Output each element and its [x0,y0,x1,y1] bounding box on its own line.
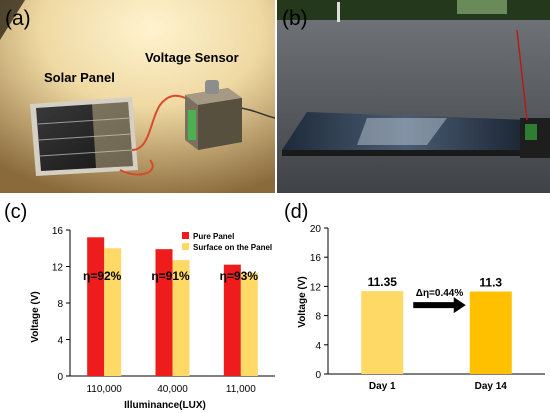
chart-d-data-label: 11.35 [368,275,398,289]
panel-label-a: (a) [5,7,31,30]
outdoor-solar-panel-photo [282,112,550,158]
chart-c-bar [87,237,105,376]
caption-solar-panel: Solar Panel [44,70,115,85]
chart-d-arrow-head [453,297,466,314]
chart-c-xlabel: Illuminance(LUX) [124,400,206,411]
chart-d-delta-annotation: Δη=0.44% [416,288,464,299]
chart-d-plot-area: 0 4 8 12 16 20 11.35 Day 1 11.3 Day 14 Δη=0.44% [310,224,545,392]
voltage-sensor-photo [185,80,242,150]
chart-c-legend-swatch [182,232,189,239]
chart-c-legend-label: Surface on the Panel [193,243,272,252]
panel-label-b: (b) [282,7,308,30]
chart-c-xtick-label: 110,000 [86,384,122,395]
chart-c-ytick-label: 4 [57,336,63,347]
photo-panel-b: (b) [277,0,550,193]
chart-c-legend-swatch [182,243,189,250]
chart-c-ylabel: Voltage (V) [30,291,41,342]
chart-c-bar [155,249,173,376]
chart-d-ytick-label: 12 [310,282,322,293]
chart-c-ytick-label: 0 [57,372,63,383]
chart-c: (c) 0 4 8 12 16 110,000 η=92% 40,000 η=91% 11,000… [4,201,275,411]
solar-panel-photo [30,97,138,176]
chart-c-bar [240,272,258,376]
chart-d-data-label: 11.3 [479,276,502,290]
chart-c-efficiency-annotation: η=91% [151,269,190,283]
caption-voltage-sensor: Voltage Sensor [145,50,239,65]
photo-panel-a: (a) Solar Panel Voltage Sensor [0,0,275,193]
chart-d-ylabel: Voltage (V) [297,276,308,327]
chart-c-bar [223,264,241,376]
chart-d-ytick-label: 16 [310,253,322,264]
chart-d-ytick-label: 0 [315,370,321,381]
chart-c-ytick-label: 8 [57,299,63,310]
chart-c-bar [104,248,122,376]
chart-c-xtick-label: 40,000 [157,384,188,395]
chart-d-xtick-label: Day 1 [369,381,396,392]
chart-c-efficiency-annotation: η=92% [83,269,122,283]
chart-d-ytick-label: 20 [310,224,322,235]
chart-c-xtick-label: 11,000 [226,384,256,395]
chart-d-ytick-label: 8 [315,312,321,323]
chart-d-bar [361,291,404,374]
chart-c-efficiency-annotation: η=93% [220,269,259,283]
chart-c-plot-area: 0 4 8 12 16 110,000 η=92% 40,000 η=91% 11,000 η=93… [52,226,275,395]
panel-label-c: (c) [4,201,27,223]
chart-d: (d) 0 4 8 12 16 20 11.35 Day 1 11.3 Day 14 Δη=0.44… [284,201,545,392]
chart-d-xtick-label: Day 14 [475,381,508,392]
chart-c-legend-label: Pure Panel [193,232,234,241]
panel-label-d: (d) [284,201,308,223]
chart-d-ytick-label: 4 [315,341,321,352]
chart-d-bar [469,291,512,374]
chart-c-ytick-label: 16 [52,226,64,237]
chart-c-bar [172,260,190,376]
chart-c-ytick-label: 12 [52,263,64,274]
